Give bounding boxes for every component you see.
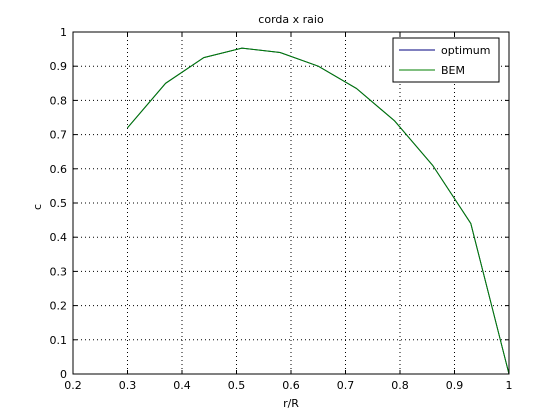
plot-area <box>73 32 509 374</box>
x-tick-label: 0.6 <box>282 379 300 392</box>
x-tick-label: 1 <box>506 379 513 392</box>
x-tick-label: 0.3 <box>119 379 137 392</box>
y-tick-label: 0.4 <box>50 231 68 244</box>
ticks <box>72 31 510 375</box>
y-tick-label: 0.6 <box>50 163 68 176</box>
series-layer <box>127 47 510 375</box>
y-tick-label: 1 <box>60 26 67 39</box>
y-axis-label: c <box>31 204 44 210</box>
y-tick-label: 0.1 <box>50 334 68 347</box>
y-tick-label: 0.7 <box>50 129 68 142</box>
x-tick-label: 0.8 <box>391 379 409 392</box>
y-tick-label: 0.2 <box>50 300 68 313</box>
x-tick-label: 0.2 <box>64 379 82 392</box>
legend-label-bem: BEM <box>441 64 465 77</box>
y-tick-label: 0.5 <box>50 197 68 210</box>
series-line-bem <box>127 47 510 375</box>
y-tick-label: 0.3 <box>50 265 68 278</box>
y-tick-label: 0 <box>60 368 67 381</box>
x-axis-label: r/R <box>283 397 299 410</box>
y-tick-label: 0.9 <box>50 60 68 73</box>
legend-label-optimum: optimum <box>441 44 490 57</box>
x-tick-label: 0.7 <box>337 379 355 392</box>
x-tick-label: 0.5 <box>228 379 246 392</box>
tick-labels: 0.2 0.3 0.4 0.5 0.6 0.7 0.8 0.9 1 0 0.1 0.2 0.3 0.4 0.… <box>50 26 513 392</box>
legend: optimum BEM <box>392 37 500 83</box>
x-tick-label: 0.4 <box>173 379 191 392</box>
y-tick-label: 0.8 <box>50 94 68 107</box>
x-tick-label: 0.9 <box>446 379 464 392</box>
legend-box <box>392 37 500 83</box>
grid <box>73 32 509 374</box>
chart-title: corda x raio <box>258 13 324 26</box>
